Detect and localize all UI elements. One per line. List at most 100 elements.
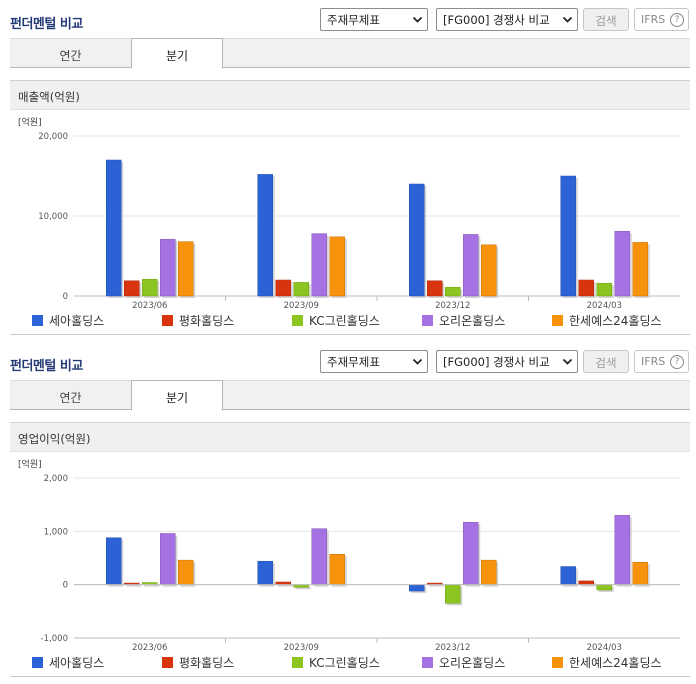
bar [142, 278, 158, 297]
y-tick-label: 2,000 [44, 474, 68, 484]
bar [409, 183, 425, 297]
bar [124, 280, 140, 297]
bar [257, 560, 273, 585]
legend-item[interactable]: KC그린홀딩스 [292, 312, 380, 329]
panel-title: 펀더멘털 비교 [10, 359, 83, 374]
operating-income-bar-chart: [억원] -1,000 0 1,000 2,000 2023/06 2023/09 2023/… [18, 458, 680, 652]
bar [463, 522, 479, 585]
legend-item[interactable]: 평화홀딩스 [162, 654, 234, 671]
statement-select-value: 주재무제표 [327, 13, 380, 27]
x-tick-label: 2023/09 [284, 643, 319, 652]
legend-item[interactable]: 오리온홀딩스 [422, 654, 505, 671]
bar [160, 533, 176, 585]
sales-bar-chart: [억원] 0 10,000 20,000 2023/06 2023/09 2023/12 20… [18, 116, 680, 310]
unit-label: [억원] [18, 116, 42, 128]
legend-swatch [32, 657, 43, 668]
bar-shadow [429, 585, 445, 587]
bar [106, 537, 122, 585]
legend-item[interactable]: 세아홀딩스 [32, 654, 104, 671]
legend-label: 평화홀딩스 [179, 656, 235, 670]
legend-swatch [552, 657, 563, 668]
legend-swatch [422, 315, 433, 326]
x-tick-label: 2023/09 [284, 301, 319, 310]
legend-label: 한세예스24홀딩스 [569, 656, 662, 670]
legend-label: 한세예스24홀딩스 [569, 314, 662, 328]
legend-label: 세아홀딩스 [49, 656, 105, 670]
bar [596, 584, 612, 591]
legend-label: 오리온홀딩스 [439, 314, 506, 328]
statement-select[interactable]: 주재무제표 [320, 350, 428, 373]
bar [560, 175, 576, 297]
legend-label: KC그린홀딩스 [309, 656, 380, 670]
legend-swatch [32, 315, 43, 326]
tab-quarterly[interactable]: 분기 [131, 380, 223, 411]
y-tick-label: 20,000 [38, 132, 68, 142]
bar [578, 580, 594, 585]
bar [632, 562, 648, 585]
legend-item[interactable]: 한세예스24홀딩스 [552, 312, 662, 329]
fundamental-panel-operating-income: 펀더멘털 비교 주재무제표 [FG000] 경쟁사 비교 검색 IFRS ? 연… [0, 342, 696, 684]
bar-shadow [126, 585, 142, 587]
legend-item[interactable]: KC그린홀딩스 [292, 654, 380, 671]
search-button[interactable]: 검색 [583, 8, 629, 31]
unit-label: [억원] [18, 458, 42, 470]
bar [257, 174, 273, 297]
legend-swatch [162, 657, 173, 668]
x-tick-label: 2023/12 [435, 301, 470, 310]
legend-swatch [292, 657, 303, 668]
chevron-down-icon [412, 16, 423, 23]
bar [311, 233, 327, 297]
bar [106, 159, 122, 297]
bar-shadow [144, 584, 160, 587]
chevron-down-icon [562, 16, 573, 23]
bar [178, 241, 194, 297]
ifrs-button[interactable]: IFRS ? [634, 8, 689, 31]
bar [481, 559, 497, 585]
bar [311, 528, 327, 585]
legend-swatch [552, 315, 563, 326]
compare-select-value: [FG000] 경쟁사 비교 [443, 13, 550, 27]
help-icon: ? [670, 13, 684, 27]
bar [445, 584, 461, 604]
chart-legend: 세아홀딩스 평화홀딩스 KC그린홀딩스 오리온홀딩스 한세예스24홀딩스 [10, 310, 690, 330]
legend-item[interactable]: 세아홀딩스 [32, 312, 104, 329]
statement-select[interactable]: 주재무제표 [320, 8, 428, 31]
legend-label: KC그린홀딩스 [309, 314, 380, 328]
compare-select[interactable]: [FG000] 경쟁사 비교 [436, 8, 578, 31]
panel-divider [10, 334, 690, 335]
panel-divider [10, 676, 690, 677]
bar [275, 279, 291, 297]
bar [329, 236, 345, 297]
bar [560, 566, 576, 585]
search-button[interactable]: 검색 [583, 350, 629, 373]
compare-select[interactable]: [FG000] 경쟁사 비교 [436, 350, 578, 373]
legend-item[interactable]: 평화홀딩스 [162, 312, 234, 329]
x-tick-label: 2023/12 [435, 643, 470, 652]
ifrs-button[interactable]: IFRS ? [634, 350, 689, 373]
legend-label: 평화홀딩스 [179, 314, 235, 328]
tab-annual[interactable]: 연간 [59, 49, 82, 63]
ifrs-label: IFRS [641, 13, 666, 26]
legend-swatch [162, 315, 173, 326]
tab-annual[interactable]: 연간 [59, 391, 82, 405]
bar [427, 280, 443, 297]
x-tick-label: 2024/03 [587, 301, 622, 310]
chevron-down-icon [562, 358, 573, 365]
bar [293, 282, 309, 297]
legend-label: 세아홀딩스 [49, 314, 105, 328]
legend-item[interactable]: 한세예스24홀딩스 [552, 654, 662, 671]
y-tick-label: 0 [63, 292, 68, 302]
bar [614, 230, 630, 297]
bar-shadow [277, 584, 293, 587]
ifrs-label: IFRS [641, 355, 666, 368]
period-tabs: 연간 분기 [10, 380, 690, 411]
metric-title: 영업이익(억원) [18, 432, 91, 446]
bar [463, 234, 479, 297]
tab-quarterly[interactable]: 분기 [131, 38, 223, 69]
bar-shadow [295, 586, 311, 590]
x-tick-label: 2024/03 [587, 643, 622, 652]
legend-item[interactable]: 오리온홀딩스 [422, 312, 505, 329]
fundamental-panel-sales: 펀더멘털 비교 주재무제표 [FG000] 경쟁사 비교 검색 IFRS ? 연… [0, 0, 696, 335]
x-tick-label: 2023/06 [132, 643, 167, 652]
panel-header: 펀더멘털 비교 주재무제표 [FG000] 경쟁사 비교 검색 IFRS ? [0, 0, 696, 36]
